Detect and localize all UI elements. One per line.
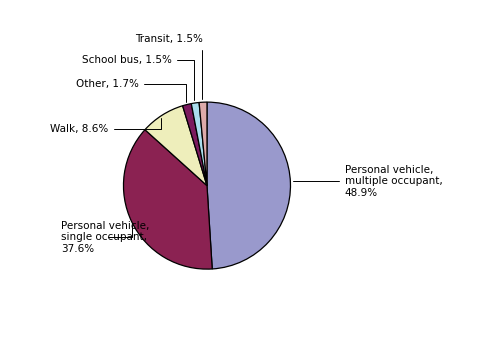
Text: School bus, 1.5%: School bus, 1.5% [82, 55, 194, 100]
Wedge shape [123, 130, 212, 269]
Wedge shape [207, 102, 291, 269]
Wedge shape [199, 102, 207, 186]
Text: Walk, 8.6%: Walk, 8.6% [50, 118, 161, 134]
Text: Other, 1.7%: Other, 1.7% [76, 79, 186, 102]
Wedge shape [145, 106, 207, 186]
Text: Transit, 1.5%: Transit, 1.5% [135, 35, 203, 100]
Wedge shape [191, 103, 207, 186]
Text: Personal vehicle,
multiple occupant,
48.9%: Personal vehicle, multiple occupant, 48.… [293, 165, 443, 198]
Wedge shape [183, 104, 207, 186]
Text: Personal vehicle,
single occupant,
37.6%: Personal vehicle, single occupant, 37.6% [61, 221, 149, 254]
